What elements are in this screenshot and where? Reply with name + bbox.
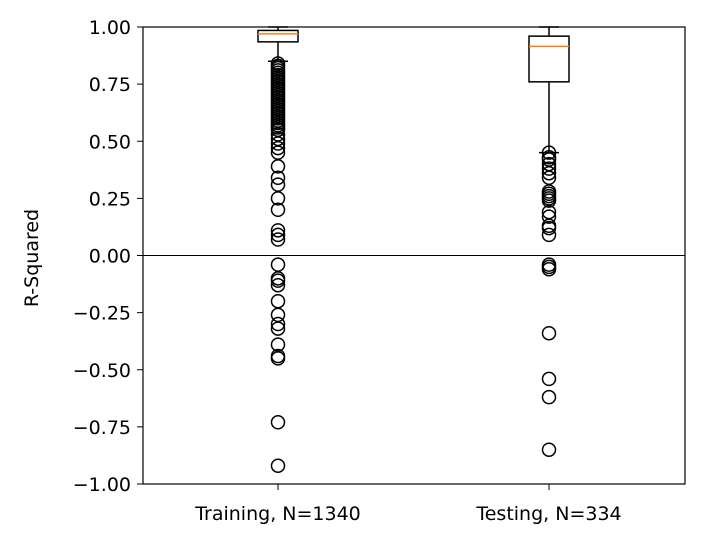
outlier-point xyxy=(541,220,557,236)
outlier-point xyxy=(270,458,286,473)
iqr-box xyxy=(257,29,299,43)
y-tick-label: −0.50 xyxy=(73,360,131,382)
outlier-point xyxy=(270,321,286,336)
outlier-point xyxy=(541,389,557,405)
outlier-point xyxy=(270,136,286,151)
outlier-point xyxy=(270,202,286,218)
axes-frame xyxy=(142,26,686,485)
outlier-point xyxy=(541,165,557,181)
outlier-point xyxy=(270,140,286,156)
outlier-point xyxy=(541,442,557,457)
outlier-point xyxy=(270,277,286,293)
outlier-point xyxy=(270,351,286,366)
y-tick-label: 0.00 xyxy=(89,246,131,268)
y-tick-label: 0.50 xyxy=(89,131,131,153)
outlier-point xyxy=(541,145,557,160)
box-series-1 xyxy=(528,26,570,457)
y-tick-label: −1.00 xyxy=(73,474,131,496)
outlier-point xyxy=(541,261,557,277)
y-tick-label: 1.00 xyxy=(89,17,131,39)
outlier-point xyxy=(270,273,286,288)
axes: Training, N=1340 Testing, N=334 1.00 0.75 0.… xyxy=(73,17,686,525)
outlier-point xyxy=(270,415,286,430)
y-tick-label: −0.25 xyxy=(73,303,131,325)
y-tick-label: 0.75 xyxy=(89,74,131,96)
iqr-box xyxy=(528,35,570,83)
x-tick-label: Testing, N=334 xyxy=(475,503,621,525)
outlier-point xyxy=(270,159,286,174)
outlier-point xyxy=(541,209,557,224)
y-axis-label: R-Squared xyxy=(21,209,43,307)
y-tick-label: −0.75 xyxy=(73,417,131,439)
outlier-point xyxy=(541,227,557,243)
outlier-point xyxy=(270,170,286,186)
y-tick-label: 0.25 xyxy=(89,188,131,210)
outlier-point xyxy=(270,316,286,332)
outlier-point xyxy=(270,227,286,243)
box-series-0 xyxy=(257,26,299,473)
plot-area xyxy=(143,26,685,473)
outlier-point xyxy=(270,191,286,206)
outlier-point xyxy=(541,325,557,341)
outlier-point xyxy=(270,232,286,247)
x-tick-label: Training, N=1340 xyxy=(194,503,361,525)
outlier-point xyxy=(541,161,557,176)
outlier-point xyxy=(270,223,286,238)
outlier-point xyxy=(541,193,557,208)
outlier-point xyxy=(541,371,557,387)
